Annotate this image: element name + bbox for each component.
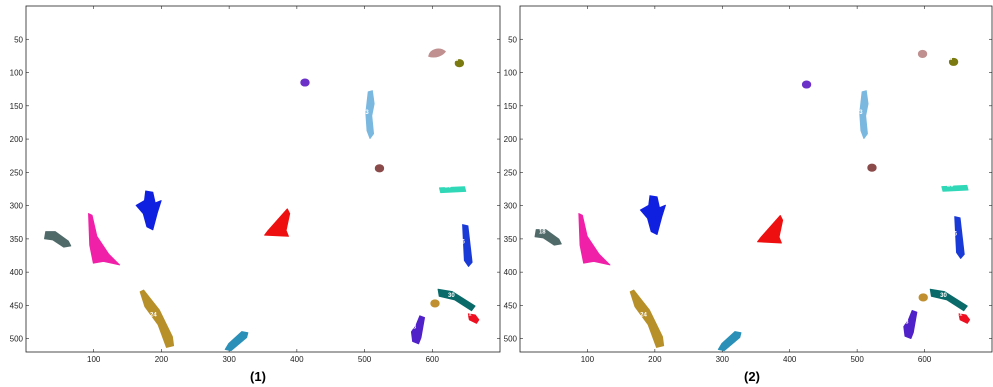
y-tick-label: 350 xyxy=(504,235,518,244)
segmented-object xyxy=(437,288,476,312)
segmented-object xyxy=(224,331,249,352)
y-tick-label: 500 xyxy=(10,335,24,344)
y-tick-label: 300 xyxy=(504,202,518,211)
object-label: 31 xyxy=(956,311,963,317)
segmented-object xyxy=(929,288,968,312)
object-label: 26 xyxy=(950,232,957,238)
segmented-object xyxy=(757,215,784,244)
y-tick-label: 150 xyxy=(504,102,518,111)
x-tick-label: 400 xyxy=(783,355,797,364)
x-tick-label: 300 xyxy=(222,355,236,364)
y-tick-label: 500 xyxy=(504,335,518,344)
segmented-object xyxy=(139,289,175,348)
segmented-object xyxy=(454,59,465,68)
segmented-object xyxy=(410,315,426,345)
panel-caption: (1) xyxy=(250,369,266,384)
object-label: 31 xyxy=(465,311,472,317)
object-label: 18 xyxy=(451,57,458,63)
object-label: 26 xyxy=(458,240,465,246)
object-label: 5 xyxy=(799,79,803,85)
y-tick-label: 100 xyxy=(10,69,24,78)
segmented-object xyxy=(88,213,121,266)
x-tick-label: 100 xyxy=(87,355,101,364)
panel-1: (1) 100 200 300 400 500 600 50 100 150 200 250 300 3… xyxy=(10,5,501,384)
object-label: 25 xyxy=(445,184,452,190)
x-tick-label: 600 xyxy=(918,355,932,364)
object-label: 24 xyxy=(640,313,647,319)
segmented-object xyxy=(801,80,812,89)
y-tick-label: 350 xyxy=(10,235,24,244)
segmented-object xyxy=(44,231,72,248)
segmented-object xyxy=(578,213,611,266)
object-label: 5 xyxy=(297,77,301,83)
y-tick-label: 150 xyxy=(10,102,24,111)
y-tick-label: 450 xyxy=(10,301,24,310)
x-tick-label: 500 xyxy=(850,355,864,364)
segmented-object xyxy=(374,164,385,173)
segmented-object xyxy=(629,289,665,348)
x-tick-label: 400 xyxy=(290,355,304,364)
object-label: 23 xyxy=(856,110,863,116)
plot-frame xyxy=(519,5,993,353)
object-label: 25 xyxy=(947,182,954,188)
object-label: 30 xyxy=(448,293,455,299)
segmented-object xyxy=(867,163,877,172)
y-tick-label: 450 xyxy=(504,301,518,310)
segmented-object xyxy=(430,299,440,308)
segmented-object xyxy=(639,195,666,236)
y-tick-label: 300 xyxy=(10,202,24,211)
object-label: 30 xyxy=(940,293,947,299)
segmented-object xyxy=(438,186,467,194)
segmented-object xyxy=(135,190,162,231)
segmented-object xyxy=(264,208,291,237)
y-tick-label: 200 xyxy=(10,135,24,144)
object-label: 18 xyxy=(539,230,546,236)
segmented-object xyxy=(941,184,969,192)
plot-frame xyxy=(25,5,501,353)
segmented-object xyxy=(534,229,562,246)
object-label: 18 xyxy=(946,56,953,62)
segmented-object xyxy=(365,90,375,139)
y-tick-label: 100 xyxy=(504,69,518,78)
y-tick-label: 200 xyxy=(504,135,518,144)
segmented-object xyxy=(462,224,473,267)
segmented-object xyxy=(300,78,310,87)
y-tick-label: 400 xyxy=(10,268,24,277)
y-tick-label: 50 xyxy=(508,35,517,44)
panel-caption: (2) xyxy=(744,369,760,384)
x-tick-label: 300 xyxy=(716,355,730,364)
x-tick-label: 600 xyxy=(426,355,440,364)
segmented-object xyxy=(859,90,869,139)
segmented-object xyxy=(918,293,928,302)
object-label: 28 xyxy=(409,325,416,331)
x-tick-label: 200 xyxy=(155,355,169,364)
segmented-object xyxy=(717,331,742,352)
object-label: 23 xyxy=(362,110,369,116)
x-tick-label: 200 xyxy=(648,355,662,364)
segmented-object xyxy=(903,309,918,340)
y-tick-label: 400 xyxy=(504,268,518,277)
panel-2: (2) 100 200 300 400 500 600 50 100 150 200 250 300 3… xyxy=(504,5,993,384)
object-label: 28 xyxy=(902,319,909,325)
y-tick-label: 250 xyxy=(10,168,24,177)
y-tick-label: 250 xyxy=(504,168,518,177)
x-tick-label: 100 xyxy=(581,355,595,364)
x-tick-label: 500 xyxy=(358,355,372,364)
segmented-object xyxy=(948,57,959,66)
object-label: 24 xyxy=(150,313,157,319)
segmented-object xyxy=(467,313,480,324)
y-tick-label: 50 xyxy=(14,35,23,44)
segmented-object xyxy=(917,49,928,58)
segmented-object xyxy=(954,216,965,259)
segmented-object xyxy=(958,313,971,324)
segmented-object xyxy=(428,48,446,58)
